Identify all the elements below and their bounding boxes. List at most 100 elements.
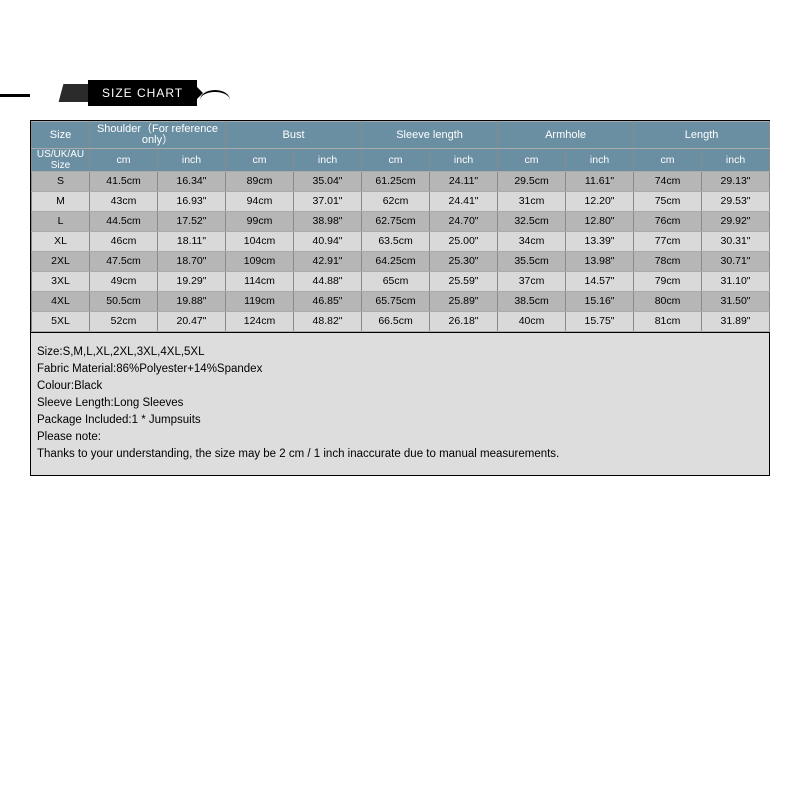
cell-value: 64.25cm <box>362 252 430 272</box>
cell-value: 62.75cm <box>362 212 430 232</box>
cell-value: 38.5cm <box>498 292 566 312</box>
cell-value: 42.91" <box>294 252 362 272</box>
cell-value: 94cm <box>226 192 294 212</box>
cell-size: M <box>32 192 90 212</box>
col-subheader-size-locale: US/UK/AU Size <box>32 149 90 172</box>
cell-size: 2XL <box>32 252 90 272</box>
table-row: 4XL50.5cm19.88"119cm46.85"65.75cm25.89"3… <box>32 292 770 312</box>
cell-value: 75cm <box>634 192 702 212</box>
cell-value: 43cm <box>90 192 158 212</box>
cell-value: 25.89" <box>430 292 498 312</box>
cell-value: 40cm <box>498 312 566 332</box>
cell-value: 114cm <box>226 272 294 292</box>
cell-value: 30.31" <box>702 232 770 252</box>
cell-value: 80cm <box>634 292 702 312</box>
cell-value: 40.94" <box>294 232 362 252</box>
cell-value: 48.82" <box>294 312 362 332</box>
note-line: Fabric Material:86%Polyester+14%Spandex <box>37 363 763 375</box>
cell-value: 30.71" <box>702 252 770 272</box>
cell-value: 79cm <box>634 272 702 292</box>
cell-value: 12.80" <box>566 212 634 232</box>
cell-size: 3XL <box>32 272 90 292</box>
table-row: L44.5cm17.52"99cm38.98"62.75cm24.70"32.5… <box>32 212 770 232</box>
note-line: Package Included:1 * Jumpsuits <box>37 414 763 426</box>
cell-value: 16.34" <box>158 172 226 192</box>
cell-value: 63.5cm <box>362 232 430 252</box>
cell-value: 89cm <box>226 172 294 192</box>
cell-value: 24.70" <box>430 212 498 232</box>
cell-value: 18.70" <box>158 252 226 272</box>
cell-value: 13.98" <box>566 252 634 272</box>
cell-value: 25.00" <box>430 232 498 252</box>
cell-value: 76cm <box>634 212 702 232</box>
col-subheader-armhole-cm: cm <box>498 149 566 172</box>
col-header-length: Length <box>634 122 770 149</box>
col-subheader-armhole-inch: inch <box>566 149 634 172</box>
size-chart-table: Size Shoulder（For reference only） Bust S… <box>31 121 770 332</box>
table-body: S41.5cm16.34"89cm35.04"61.25cm24.11"29.5… <box>32 172 770 332</box>
table-row: 3XL49cm19.29"114cm44.88"65cm25.59"37cm14… <box>32 272 770 292</box>
cell-value: 19.88" <box>158 292 226 312</box>
cell-value: 15.16" <box>566 292 634 312</box>
cell-value: 34cm <box>498 232 566 252</box>
cell-value: 17.52" <box>158 212 226 232</box>
col-subheader-bust-cm: cm <box>226 149 294 172</box>
cell-value: 65.75cm <box>362 292 430 312</box>
col-subheader-length-inch: inch <box>702 149 770 172</box>
table-row: XL46cm18.11"104cm40.94"63.5cm25.00"34cm1… <box>32 232 770 252</box>
cell-value: 31.10" <box>702 272 770 292</box>
table-row: 5XL52cm20.47"124cm48.82"66.5cm26.18"40cm… <box>32 312 770 332</box>
cell-size: XL <box>32 232 90 252</box>
cell-value: 14.57" <box>566 272 634 292</box>
cell-value: 124cm <box>226 312 294 332</box>
cell-value: 44.5cm <box>90 212 158 232</box>
cell-value: 32.5cm <box>498 212 566 232</box>
cell-value: 20.47" <box>158 312 226 332</box>
cell-value: 11.61" <box>566 172 634 192</box>
col-header-size: Size <box>32 122 90 149</box>
size-chart-card: Size Shoulder（For reference only） Bust S… <box>30 120 770 476</box>
col-subheader-length-cm: cm <box>634 149 702 172</box>
cell-value: 66.5cm <box>362 312 430 332</box>
cell-value: 24.11" <box>430 172 498 192</box>
col-subheader-sleeve-cm: cm <box>362 149 430 172</box>
cell-value: 74cm <box>634 172 702 192</box>
cell-value: 25.59" <box>430 272 498 292</box>
cell-value: 26.18" <box>430 312 498 332</box>
cell-size: 4XL <box>32 292 90 312</box>
col-subheader-bust-inch: inch <box>294 149 362 172</box>
cell-value: 38.98" <box>294 212 362 232</box>
cell-size: 5XL <box>32 312 90 332</box>
table-row: M43cm16.93"94cm37.01"62cm24.41"31cm12.20… <box>32 192 770 212</box>
note-line: Colour:Black <box>37 380 763 392</box>
cell-value: 31.89" <box>702 312 770 332</box>
table-row: 2XL47.5cm18.70"109cm42.91"64.25cm25.30"3… <box>32 252 770 272</box>
cell-value: 50.5cm <box>90 292 158 312</box>
cell-value: 31cm <box>498 192 566 212</box>
cell-value: 52cm <box>90 312 158 332</box>
product-notes: Size:S,M,L,XL,2XL,3XL,4XL,5XL Fabric Mate… <box>31 332 769 475</box>
note-line: Thanks to your understanding, the size m… <box>37 448 763 460</box>
cell-value: 29.5cm <box>498 172 566 192</box>
col-header-sleeve-length: Sleeve length <box>362 122 498 149</box>
col-header-bust: Bust <box>226 122 362 149</box>
banner-arrow <box>190 80 203 106</box>
cell-value: 65cm <box>362 272 430 292</box>
banner-swash <box>200 90 230 100</box>
col-subheader-shoulder-inch: inch <box>158 149 226 172</box>
cell-value: 81cm <box>634 312 702 332</box>
cell-value: 25.30" <box>430 252 498 272</box>
cell-value: 62cm <box>362 192 430 212</box>
cell-value: 12.20" <box>566 192 634 212</box>
cell-value: 15.75" <box>566 312 634 332</box>
note-line: Size:S,M,L,XL,2XL,3XL,4XL,5XL <box>37 346 763 358</box>
cell-value: 119cm <box>226 292 294 312</box>
cell-value: 78cm <box>634 252 702 272</box>
cell-value: 104cm <box>226 232 294 252</box>
cell-value: 19.29" <box>158 272 226 292</box>
col-header-shoulder: Shoulder（For reference only） <box>90 122 226 149</box>
banner-dash <box>0 94 30 97</box>
col-subheader-sleeve-inch: inch <box>430 149 498 172</box>
col-subheader-shoulder-cm: cm <box>90 149 158 172</box>
cell-size: S <box>32 172 90 192</box>
